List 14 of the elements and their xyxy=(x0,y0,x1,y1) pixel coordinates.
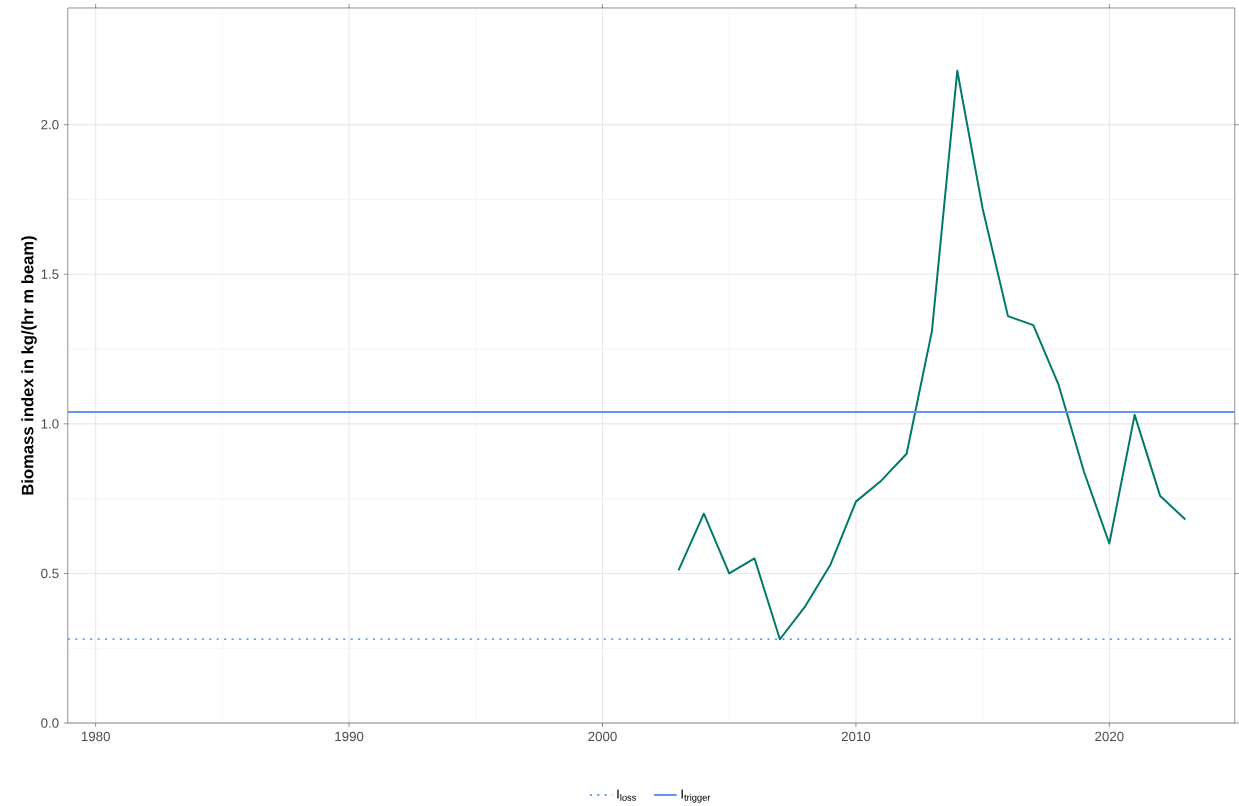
y-tick-label: 2.0 xyxy=(41,120,59,130)
y-tick-label: 0.5 xyxy=(41,568,59,579)
y-axis-title: Biomass index in kg/(hr m beam) xyxy=(21,236,37,495)
y-tick-label: 1.5 xyxy=(41,269,59,279)
x-tick-label: 2000 xyxy=(588,731,617,742)
x-tick-label: 1990 xyxy=(335,731,364,742)
y-tick-label: 1.0 xyxy=(41,419,59,429)
x-tick-label: 2020 xyxy=(1095,731,1124,742)
x-tick-label: 1980 xyxy=(81,731,110,742)
x-tick-label: 2010 xyxy=(841,731,871,742)
legend-label: I$_{loss}$ xyxy=(617,789,637,801)
line-series xyxy=(677,69,1187,641)
legend-label: I$_{trigger}$ xyxy=(681,789,711,803)
y-tick-label: 0.0 xyxy=(41,718,59,728)
